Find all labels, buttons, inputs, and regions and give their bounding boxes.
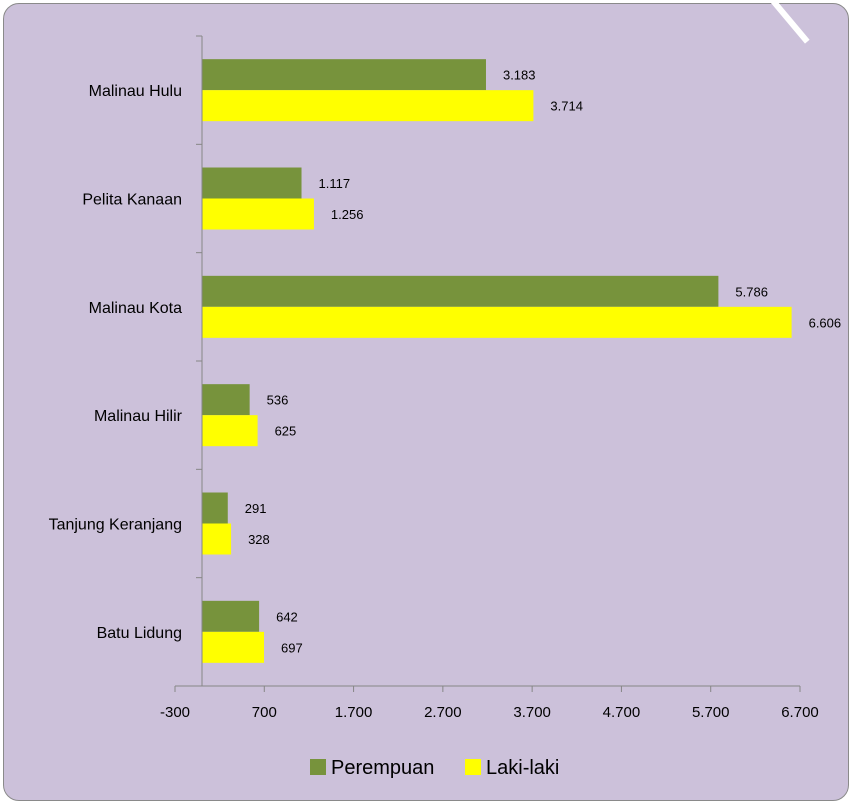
x-tick-label: 700: [252, 704, 277, 721]
data-label: 291: [245, 501, 267, 516]
legend-label: Perempuan: [331, 757, 434, 779]
category-label: Malinau Hilir: [94, 408, 183, 425]
data-label: 697: [281, 640, 303, 655]
labels-layer: -300 700 1.700 2.700 3.700 4.700 5.700 6.700 Mal…: [49, 68, 842, 721]
legend-label: Laki-laki: [486, 757, 559, 779]
legend-swatch: [465, 759, 481, 775]
data-label: 625: [275, 424, 297, 439]
legend-swatch: [310, 759, 326, 775]
x-tick-label: 6.700: [781, 704, 819, 721]
legend: Perempuan Laki-laki: [310, 757, 559, 779]
x-tick-label: 3.700: [513, 704, 551, 721]
bar-1: [202, 90, 534, 122]
data-label: 3.183: [503, 68, 536, 83]
bar-0: [202, 492, 228, 524]
data-label: 536: [267, 393, 289, 408]
axis-layer: [174, 35, 801, 692]
category-label: Pelita Kanaan: [82, 192, 182, 209]
bar-1: [202, 306, 792, 338]
category-label: Batu Lidung: [97, 625, 182, 642]
bar-1: [202, 631, 265, 663]
category-label: Malinau Hulu: [89, 83, 182, 100]
bar-0: [202, 600, 260, 632]
bar-0: [202, 59, 486, 91]
bar-0: [202, 167, 302, 199]
x-tick-label: -300: [160, 704, 190, 721]
bar-0: [202, 275, 719, 307]
data-label: 3.714: [550, 99, 583, 114]
data-label: 1.256: [331, 207, 364, 222]
bars-layer: [202, 59, 792, 663]
category-label: Malinau Kota: [89, 300, 182, 317]
bar-1: [202, 523, 232, 555]
chart-area: [3, 3, 849, 801]
x-tick-label: 4.700: [603, 704, 641, 721]
bar-0: [202, 384, 250, 416]
data-label: 1.117: [319, 176, 351, 191]
data-label: 642: [276, 609, 298, 624]
x-tick-label: 5.700: [692, 704, 730, 721]
data-label: 6.606: [809, 315, 842, 330]
data-label: 328: [248, 532, 270, 547]
bar-1: [202, 198, 314, 230]
bar-1: [202, 415, 258, 447]
data-label: 5.786: [735, 284, 768, 299]
category-label: Tanjung Keranjang: [49, 517, 182, 534]
x-tick-label: 2.700: [424, 704, 462, 721]
x-tick-label: 1.700: [335, 704, 373, 721]
